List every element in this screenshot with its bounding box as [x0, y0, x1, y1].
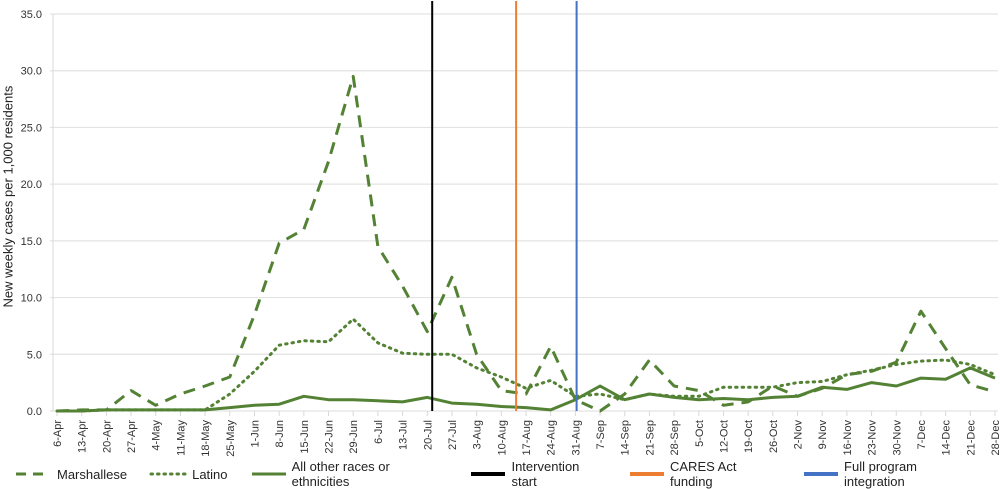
- y-tick-label: 30.0: [21, 66, 42, 78]
- y-tick-label: 5.0: [27, 349, 42, 361]
- legend-swatch-icon: [251, 472, 286, 476]
- x-tick-label: 3-Aug: [472, 420, 484, 449]
- x-tick-label: 9-Nov: [817, 420, 829, 450]
- x-tick-label: 8-Jun: [274, 420, 286, 448]
- y-axis-label: New weekly cases per 1,000 residents: [0, 85, 16, 308]
- y-tick-label: 20.0: [21, 179, 42, 191]
- x-tick-label: 28-Sep: [669, 420, 681, 455]
- y-tick-label: 35.0: [21, 9, 42, 21]
- y-tick-label: 0.0: [27, 406, 42, 418]
- data-series: [55, 74, 997, 413]
- series-line-all-other-races-or-ethnicities: [57, 366, 996, 413]
- legend-label: Latino: [192, 466, 228, 482]
- x-tick-label: 7-Dec: [916, 420, 928, 450]
- line-chart: 0.0 5.0 10.0 15.0 20.0 25.0 30.0 35.0 6-Apr 13-A…: [21, 1, 1000, 457]
- x-tick-label: 19-Oct: [743, 420, 755, 453]
- legend-item: Marshallese: [14, 467, 127, 482]
- x-tick-label: 1-Jun: [249, 420, 261, 448]
- x-tick-label: 6-Apr: [52, 420, 64, 447]
- x-tick-label: 21-Dec: [965, 420, 977, 456]
- x-tick-label: 7-Sep: [595, 420, 607, 449]
- x-tick-label: 27-Jul: [447, 420, 459, 450]
- x-tick-label: 13-Apr: [77, 420, 89, 453]
- x-tick-label: 12-Oct: [718, 420, 730, 453]
- x-tick-label: 25-May: [225, 420, 237, 457]
- y-tick-label: 25.0: [21, 122, 42, 134]
- x-tick-label: 29-Jun: [348, 420, 360, 454]
- x-tick-label: 17-Aug: [521, 420, 533, 455]
- x-tick-label: 28-Dec: [990, 420, 1000, 456]
- x-tick-label: 26-Oct: [768, 420, 780, 453]
- x-tick-label: 4-May: [151, 420, 163, 451]
- x-tick-label: 13-Jul: [398, 420, 410, 450]
- x-tick-label: 14-Sep: [620, 420, 632, 455]
- x-tick-label: 15-Jun: [299, 420, 311, 454]
- y-axis-ticks: 0.0 5.0 10.0 15.0 20.0 25.0 30.0 35.0: [21, 9, 42, 418]
- x-axis-ticks: 6-Apr 13-Apr 20-Apr 27-Apr 4-May 11-May 18-May…: [52, 411, 1000, 457]
- x-tick-label: 10-Aug: [496, 420, 508, 455]
- series-line-latino: [55, 317, 997, 413]
- legend: Marshallese Latino All other races or ethn…: [14, 459, 1000, 489]
- x-tick-label: 21-Sep: [644, 420, 656, 455]
- x-tick-label: 31-Aug: [570, 420, 582, 455]
- legend-item: Latino: [149, 466, 228, 482]
- x-tick-label: 2-Nov: [793, 420, 805, 450]
- x-tick-label: 27-Apr: [126, 420, 138, 453]
- x-tick-label: 11-May: [175, 420, 187, 456]
- x-tick-label: 24-Aug: [546, 420, 558, 455]
- legend-swatch-icon: [803, 472, 838, 476]
- legend-swatch-icon: [629, 472, 664, 476]
- vertical-markers: [431, 1, 578, 411]
- x-tick-label: 16-Nov: [842, 420, 854, 456]
- legend-swatch-icon: [16, 472, 50, 476]
- x-tick-label: 23-Nov: [867, 420, 879, 456]
- x-tick-label: 5-Oct: [694, 420, 706, 447]
- x-tick-label: 20-Apr: [101, 420, 113, 453]
- legend-label: Marshallese: [57, 466, 128, 482]
- legend-swatch-icon: [471, 472, 506, 476]
- x-tick-label: 20-Jul: [422, 420, 434, 450]
- y-tick-label: 15.0: [21, 236, 42, 248]
- x-tick-label: 30-Nov: [891, 420, 903, 456]
- series-line-marshallese: [56, 74, 996, 413]
- y-tick-label: 10.0: [21, 293, 42, 305]
- gridlines: [50, 13, 998, 412]
- x-tick-label: 22-Jun: [324, 420, 336, 454]
- legend-swatch-icon: [149, 472, 187, 476]
- x-tick-label: 14-Dec: [941, 420, 953, 456]
- x-tick-label: 6-Jul: [373, 420, 385, 444]
- x-tick-label: 18-May: [200, 420, 212, 457]
